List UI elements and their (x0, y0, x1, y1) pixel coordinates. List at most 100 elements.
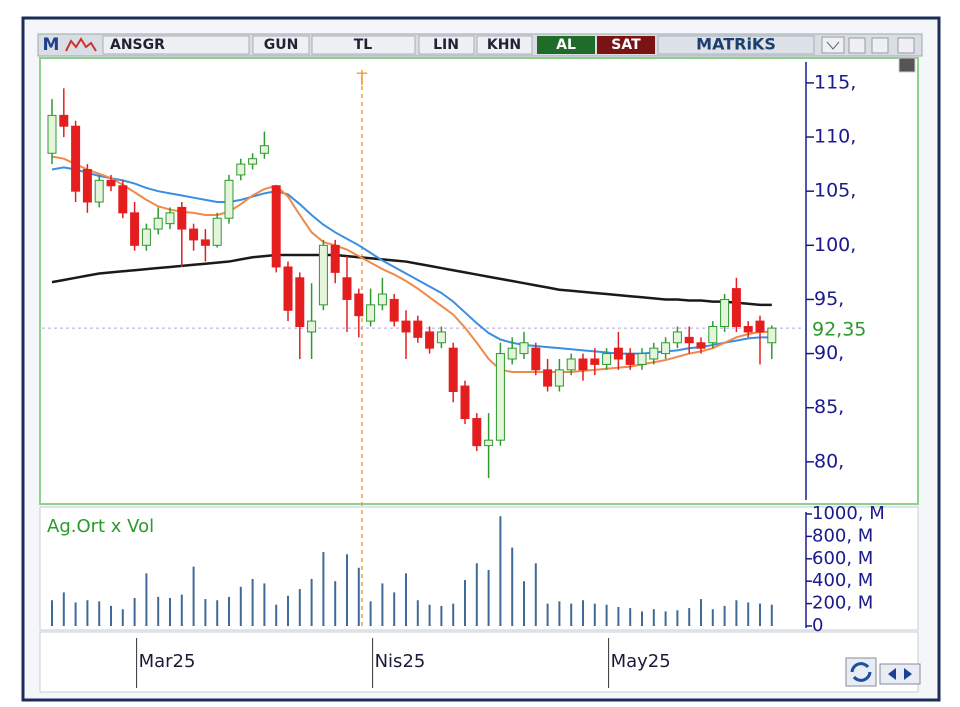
volume-bar (298, 589, 301, 626)
candle-body (684, 336, 694, 344)
volume-bar (216, 600, 219, 626)
y-tick-label: 105, (814, 180, 856, 202)
candle-body (743, 326, 753, 333)
volume-bar (582, 600, 584, 626)
button-label: TL (354, 37, 373, 53)
scroll-buttons[interactable] (879, 663, 921, 685)
candle-body (118, 185, 128, 214)
brand: MATRiKS (696, 35, 776, 54)
candle-body (366, 304, 376, 322)
volume-bar (369, 601, 372, 626)
candle-body (531, 347, 541, 371)
volume-bar (287, 595, 289, 626)
button[interactable] (476, 35, 533, 55)
button[interactable] (252, 35, 310, 55)
volume-bar (676, 610, 679, 626)
logo: M (43, 35, 60, 55)
date-panel (39, 631, 919, 693)
candle-body (248, 158, 258, 165)
candle-body (59, 114, 69, 127)
candle-body (554, 369, 564, 387)
volume-bar (228, 596, 230, 626)
volume-bar (759, 603, 761, 626)
volume-title: Ag.Ort x Vol (47, 516, 154, 537)
candle-body (590, 358, 600, 365)
y-tick-label: 0 (812, 615, 823, 636)
candle-body (82, 169, 92, 203)
symbol-box[interactable] (102, 35, 250, 55)
icon (850, 662, 872, 682)
candle-body (448, 347, 458, 392)
y-tick-label: 100, (814, 234, 856, 256)
volume-bar (664, 611, 667, 626)
volume-bar (98, 601, 101, 626)
volume-bar (617, 606, 620, 626)
candle-body (566, 358, 576, 371)
candle-body (519, 342, 529, 355)
candle-body (472, 418, 482, 447)
candle-body (212, 217, 222, 246)
candle-body (602, 353, 612, 365)
candle-body (271, 185, 281, 268)
button-label: LIN (433, 37, 459, 53)
y-tick-label: 90, (814, 342, 844, 364)
y-tick-label: 200, M (812, 593, 873, 614)
panel-button[interactable] (898, 57, 916, 73)
y-tick-label: 400, M (812, 570, 873, 591)
x-tick-label: Mar25 (139, 651, 196, 672)
volume-bar (239, 586, 242, 626)
dropdown[interactable] (821, 36, 845, 54)
volume-bar (464, 580, 466, 626)
candle-body (307, 320, 317, 333)
icon[interactable] (65, 37, 97, 52)
candle-body (189, 228, 199, 241)
button[interactable] (418, 35, 475, 55)
candle-body (236, 163, 246, 176)
buy-button[interactable] (537, 36, 595, 54)
volume-bar (605, 604, 608, 626)
moving-average (51, 155, 772, 373)
volume-bar (711, 609, 714, 626)
minimize[interactable] (848, 37, 866, 54)
candle-body (47, 114, 57, 154)
sell-button[interactable] (597, 36, 655, 54)
close[interactable] (897, 37, 915, 54)
candle-body (720, 298, 730, 328)
volume-bar (405, 573, 407, 626)
volume-bar (121, 609, 124, 626)
button[interactable] (311, 35, 416, 55)
candle-body (731, 288, 741, 328)
candle-body (495, 353, 505, 441)
candle-body (436, 331, 446, 344)
volume-bar (357, 567, 360, 626)
y-tick-label: 85, (814, 396, 844, 418)
volume-bar (110, 605, 112, 626)
candle-body (71, 125, 81, 192)
candle-body (165, 212, 175, 225)
y-tick-label: 80, (814, 450, 844, 472)
last-price-label: 92,35 (812, 319, 866, 341)
button-label: KHN (487, 37, 521, 53)
candle-body (354, 293, 364, 317)
volume-bar (440, 605, 443, 626)
candle-body (153, 217, 163, 230)
volume-bar (346, 554, 348, 626)
volume-bar (475, 563, 478, 626)
candle-body (413, 320, 423, 338)
volume-bar (688, 608, 691, 626)
y-tick-label: 600, M (812, 548, 873, 569)
candle-body (200, 239, 210, 246)
y-tick-label: 800, M (812, 525, 873, 546)
volume-panel (39, 506, 919, 631)
y-tick-label: 115, (814, 71, 856, 93)
candle-body (661, 342, 671, 355)
candle-body (94, 179, 104, 203)
maximize[interactable] (871, 37, 889, 54)
volume-bar (322, 552, 325, 626)
volume-bar (747, 602, 750, 626)
candle-body (708, 326, 718, 344)
volume-bar (275, 604, 278, 626)
y-tick-label: 95, (814, 288, 844, 310)
